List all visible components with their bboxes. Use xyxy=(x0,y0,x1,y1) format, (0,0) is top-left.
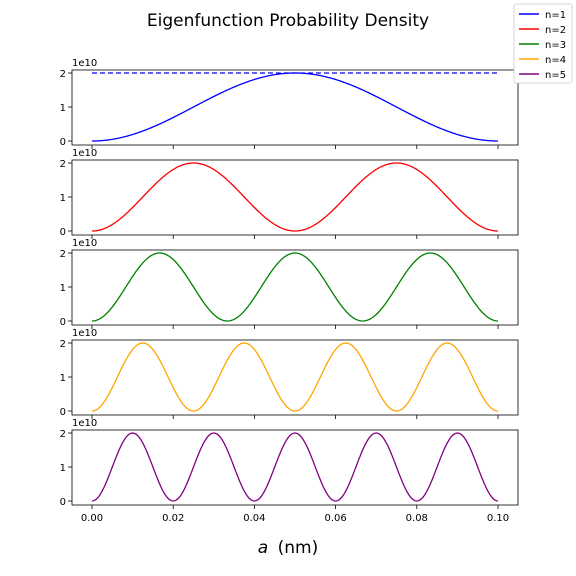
y-tick-label: 1 xyxy=(60,373,66,384)
subplot-n1: 0 1 2 1e10 xyxy=(60,58,519,149)
subplot-n5: 0 1 2 1e10 0.00 0.02 0.04 0.06 0.08 0.10 xyxy=(60,418,519,524)
y-offset-label: 1e10 xyxy=(72,328,97,339)
y-tick-label: 2 xyxy=(60,339,66,350)
x-tick-label: 0.08 xyxy=(406,513,428,524)
y-offset-label: 1e10 xyxy=(72,418,97,429)
y-offset-label: 1e10 xyxy=(72,58,97,69)
x-axis-label-unit: (nm) xyxy=(278,538,319,558)
x-tick-label: 0.04 xyxy=(243,513,265,524)
y-tick-label: 2 xyxy=(60,159,66,170)
series-line-n1 xyxy=(92,72,498,142)
y-tick-label: 0 xyxy=(60,227,66,238)
subplot-n2: 0 1 2 1e10 xyxy=(60,148,519,239)
y-offset-label: 1e10 xyxy=(72,238,97,249)
series-line-n3 xyxy=(91,252,499,322)
axes-frame xyxy=(71,339,519,416)
x-axis-label-variable: a xyxy=(258,538,268,558)
legend-item-n3: n=3 xyxy=(519,40,566,51)
axes-frame xyxy=(71,69,519,146)
y-tick-label: 1 xyxy=(60,283,66,294)
x-tick-label: 0.02 xyxy=(162,513,184,524)
x-tick-label: 0.10 xyxy=(487,513,509,524)
axes-frame xyxy=(71,429,519,506)
legend-item-n1: n=1 xyxy=(519,10,566,21)
y-tick-label: 2 xyxy=(60,69,66,80)
axes-frame xyxy=(71,249,519,326)
legend-box xyxy=(513,3,573,84)
series-line-n4 xyxy=(91,342,499,412)
y-tick-label: 0 xyxy=(60,137,66,148)
series-line-n2 xyxy=(91,162,499,232)
legend-label: n=3 xyxy=(545,40,566,51)
y-offset-label: 1e10 xyxy=(72,148,97,159)
y-tick-label: 1 xyxy=(60,193,66,204)
x-tick-label: 0.00 xyxy=(81,513,103,524)
legend-label: n=2 xyxy=(545,25,566,36)
chart-title: Eigenfunction Probability Density xyxy=(147,11,429,31)
y-tick-label: 0 xyxy=(60,317,66,328)
y-tick-label: 0 xyxy=(60,497,66,508)
y-tick-label: 1 xyxy=(60,463,66,474)
axes-frame xyxy=(71,159,519,236)
x-tick-label: 0.06 xyxy=(324,513,346,524)
series-line-n5 xyxy=(91,432,499,502)
x-axis-label: a (nm) xyxy=(258,538,318,558)
y-tick-label: 1 xyxy=(60,103,66,114)
subplot-n3: 0 1 2 1e10 xyxy=(60,238,519,329)
legend-item-n2: n=2 xyxy=(519,25,566,36)
legend-label: n=5 xyxy=(545,70,566,81)
subplot-n4: 0 1 2 1e10 xyxy=(60,328,519,419)
y-tick-label: 2 xyxy=(60,429,66,440)
legend-item-n4: n=4 xyxy=(519,55,566,66)
legend-label: n=4 xyxy=(545,55,566,66)
legend-item-n5: n=5 xyxy=(519,70,566,81)
y-tick-label: 2 xyxy=(60,249,66,260)
legend: n=1 n=2 n=3 n=4 n=5 xyxy=(513,3,573,84)
legend-label: n=1 xyxy=(545,10,566,21)
y-tick-label: 0 xyxy=(60,407,66,418)
